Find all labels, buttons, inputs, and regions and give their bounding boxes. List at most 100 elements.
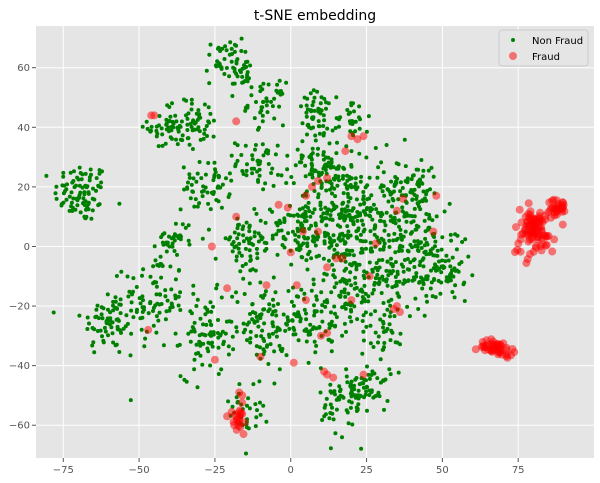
non-fraud-point	[416, 307, 421, 311]
non-fraud-point	[300, 206, 305, 211]
non-fraud-point	[192, 204, 197, 209]
non-fraud-point	[250, 157, 255, 162]
non-fraud-point	[348, 382, 353, 387]
fraud-point	[512, 223, 520, 232]
non-fraud-point	[99, 180, 104, 185]
non-fraud-point	[355, 185, 360, 190]
non-fraud-point	[321, 157, 326, 162]
non-fraud-point	[453, 232, 458, 237]
non-fraud-point	[232, 81, 237, 86]
non-fraud-point	[196, 108, 201, 113]
non-fraud-point	[106, 333, 110, 338]
non-fraud-point	[154, 314, 159, 319]
non-fraud-point	[311, 99, 316, 104]
non-fraud-point	[204, 322, 209, 327]
non-fraud-point	[363, 212, 368, 217]
non-fraud-point	[296, 294, 301, 299]
non-fraud-point	[299, 287, 304, 292]
non-fraud-point	[172, 238, 177, 243]
non-fraud-point	[388, 372, 393, 377]
non-fraud-point	[54, 196, 59, 201]
non-fraud-point	[151, 323, 156, 328]
non-fraud-point	[209, 309, 214, 314]
non-fraud-point	[190, 189, 195, 194]
non-fraud-point	[250, 302, 255, 307]
non-fraud-point	[353, 275, 358, 280]
non-fraud-point	[403, 229, 408, 234]
non-fraud-point	[379, 236, 384, 241]
non-fraud-point	[245, 322, 250, 327]
non-fraud-point	[184, 113, 188, 118]
non-fraud-point	[206, 161, 211, 165]
non-fraud-point	[61, 174, 66, 179]
non-fraud-point	[235, 158, 240, 163]
non-fraud-point	[267, 302, 272, 307]
non-fraud-point	[291, 325, 296, 330]
non-fraud-point	[338, 115, 343, 120]
non-fraud-point	[382, 345, 386, 350]
non-fraud-point	[195, 117, 200, 122]
non-fraud-point	[235, 300, 240, 304]
non-fraud-point	[393, 260, 398, 264]
fraud-point	[341, 147, 350, 156]
non-fraud-point	[357, 104, 362, 109]
non-fraud-point	[157, 123, 161, 128]
non-fraud-point	[398, 189, 403, 194]
non-fraud-point	[261, 187, 266, 192]
non-fraud-point	[232, 69, 237, 74]
non-fraud-point	[417, 280, 422, 285]
fraud-point	[301, 191, 310, 200]
non-fraud-point	[275, 325, 280, 330]
non-fraud-point	[331, 176, 336, 181]
non-fraud-point	[327, 245, 332, 250]
non-fraud-point	[261, 403, 266, 408]
non-fraud-point	[313, 138, 318, 143]
non-fraud-point	[96, 203, 101, 208]
non-fraud-point	[359, 446, 364, 451]
non-fraud-point	[214, 64, 219, 69]
non-fraud-point	[330, 405, 334, 410]
non-fraud-point	[134, 285, 139, 289]
non-fraud-point	[85, 327, 90, 331]
non-fraud-point	[397, 294, 402, 299]
fraud-point	[508, 345, 517, 353]
non-fraud-point	[403, 280, 407, 284]
non-fraud-point	[401, 269, 406, 274]
non-fraud-point	[262, 321, 267, 326]
non-fraud-point	[404, 219, 409, 224]
non-fraud-point	[257, 173, 262, 178]
non-fraud-point	[381, 277, 386, 282]
non-fraud-point	[372, 232, 377, 237]
non-fraud-point	[380, 189, 385, 194]
non-fraud-point	[253, 402, 258, 407]
non-fraud-point	[362, 395, 366, 400]
non-fraud-point	[426, 225, 431, 230]
non-fraud-point	[331, 203, 336, 207]
non-fraud-point	[237, 250, 242, 255]
non-fraud-point	[329, 390, 334, 395]
non-fraud-point	[256, 178, 260, 182]
non-fraud-point	[432, 277, 437, 281]
non-fraud-point	[310, 163, 315, 168]
non-fraud-point	[392, 231, 397, 236]
non-fraud-point	[407, 314, 412, 319]
non-fraud-point	[367, 260, 372, 265]
non-fraud-point	[363, 310, 368, 315]
non-fraud-point	[319, 290, 324, 295]
legend-label-fraud: Fraud	[532, 52, 560, 63]
non-fraud-point	[410, 173, 415, 178]
fraud-point	[544, 231, 553, 240]
non-fraud-point	[346, 421, 351, 426]
non-fraud-point	[271, 297, 275, 302]
non-fraud-point	[306, 122, 311, 127]
non-fraud-point	[307, 226, 312, 231]
non-fraud-point	[317, 124, 322, 129]
non-fraud-point	[264, 246, 269, 251]
non-fraud-point	[437, 259, 441, 264]
non-fraud-point	[417, 241, 422, 246]
non-fraud-point	[386, 233, 391, 237]
non-fraud-point	[344, 329, 348, 334]
non-fraud-point	[125, 274, 130, 279]
non-fraud-point	[365, 183, 370, 188]
